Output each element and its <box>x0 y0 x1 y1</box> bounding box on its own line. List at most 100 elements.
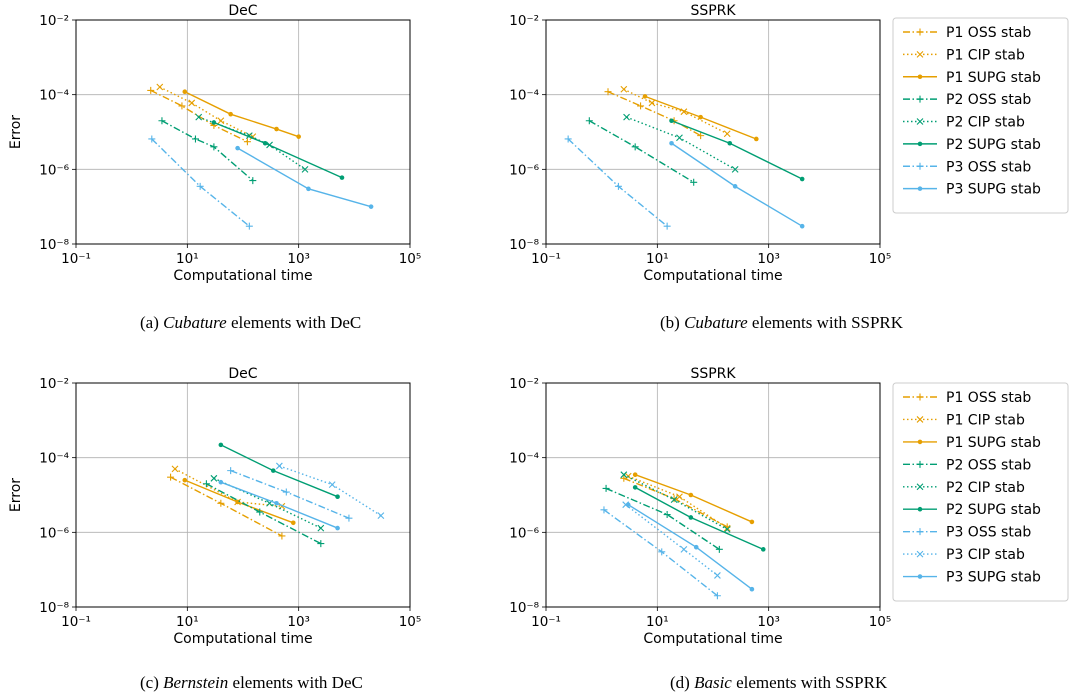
data-point <box>637 102 645 110</box>
y-tick-label: 10⁻² <box>39 376 69 392</box>
legend-marker <box>916 460 924 468</box>
series-p1-oss-stab <box>604 88 705 140</box>
series-line <box>627 475 728 529</box>
legend-label: P1 SUPG stab <box>946 435 1041 451</box>
y-tick-label: 10⁻⁸ <box>509 237 539 253</box>
series-line <box>174 468 282 507</box>
series-p2-cip-stab <box>620 471 731 533</box>
data-point <box>714 572 721 579</box>
x-tick-label: 10⁵ <box>869 251 892 267</box>
data-point <box>676 493 683 501</box>
y-tick-label: 10⁻² <box>509 13 539 29</box>
legend-label: P2 CIP stab <box>946 115 1025 131</box>
y-tick-label: 10⁻⁶ <box>509 525 539 541</box>
legend-entry: P3 OSS stab <box>903 159 1031 175</box>
x-tick-label: 10⁻¹ <box>531 251 561 267</box>
x-tick-label: 10⁵ <box>399 614 422 630</box>
legend-label: P1 SUPG stab <box>946 70 1041 86</box>
data-point <box>697 132 705 140</box>
legend-label: P2 CIP stab <box>946 480 1025 496</box>
data-point <box>275 462 283 470</box>
data-point <box>218 442 224 448</box>
data-point <box>585 117 593 125</box>
y-tick-label: 10⁻⁸ <box>39 237 69 253</box>
legend-label: P3 SUPG stab <box>946 570 1041 586</box>
data-point <box>328 481 336 488</box>
legend-label: P2 SUPG stab <box>946 502 1041 518</box>
series-line <box>603 509 718 597</box>
legend-marker <box>916 393 924 401</box>
data-point <box>228 111 233 117</box>
series-line <box>159 86 254 138</box>
data-point <box>377 512 385 520</box>
series-line <box>588 120 695 183</box>
legend-entry: P1 SUPG stab <box>903 70 1041 86</box>
series-p1-supg-stab <box>632 472 755 525</box>
data-point <box>632 472 638 477</box>
y-tick-label: 10⁻⁶ <box>39 162 69 178</box>
y-tick-label: 10⁻⁴ <box>509 88 539 104</box>
data-point <box>156 83 164 91</box>
series-line <box>605 487 720 550</box>
legend-marker <box>917 439 923 445</box>
x-axis-label: Computational time <box>173 631 312 647</box>
x-tick-label: 10¹ <box>176 251 199 267</box>
data-point <box>218 479 224 485</box>
data-point <box>317 540 325 548</box>
y-tick-label: 10⁻⁴ <box>39 88 69 104</box>
legend-marker <box>916 550 924 558</box>
x-tick-label: 10⁻¹ <box>61 251 91 267</box>
data-point <box>799 176 805 182</box>
caption-b: (b) Cubature elements with SSPRK <box>660 313 903 333</box>
series-p2-oss-stab <box>158 117 257 185</box>
series-line <box>184 91 299 138</box>
data-point <box>731 165 739 173</box>
series-p2-supg-stab <box>632 485 766 552</box>
series-line <box>607 91 701 137</box>
data-point <box>564 135 572 143</box>
x-tick-label: 10³ <box>287 614 310 630</box>
y-tick-label: 10⁻⁶ <box>39 525 69 541</box>
data-point <box>245 222 253 230</box>
legend-frame <box>892 382 1069 602</box>
series-p3-cip-stab <box>622 501 721 579</box>
data-point <box>196 182 204 190</box>
caption-a-emph: Cubature <box>163 313 227 332</box>
data-point <box>620 85 628 93</box>
data-point <box>167 473 175 481</box>
x-tick-label: 10³ <box>757 251 780 267</box>
plot-frame <box>75 382 411 608</box>
legend-label: P3 CIP stab <box>946 547 1025 563</box>
data-point <box>270 468 276 473</box>
data-point <box>191 135 199 143</box>
data-point <box>148 135 156 143</box>
data-point <box>658 548 666 556</box>
series-p1-supg-stab <box>182 477 296 526</box>
legend-label: P3 SUPG stab <box>946 182 1041 198</box>
x-tick-label: 10³ <box>757 614 780 630</box>
x-tick-label: 10⁵ <box>399 251 422 267</box>
data-point <box>663 222 671 230</box>
series-p3-supg-stab <box>235 145 374 209</box>
data-point <box>147 86 155 94</box>
series-p1-supg-stab <box>182 89 301 139</box>
data-point <box>690 178 698 186</box>
series-p3-supg-stab <box>625 502 755 592</box>
plot-frame <box>545 19 881 245</box>
data-point <box>195 113 203 121</box>
series-line <box>625 504 718 577</box>
data-point <box>648 99 656 107</box>
y-tick-label: 10⁻⁸ <box>39 600 69 616</box>
legend-entry: P2 OSS stab <box>903 457 1031 473</box>
data-point <box>688 492 694 498</box>
legend-label: P1 OSS stab <box>946 25 1031 41</box>
chart-panel-0: 10⁻¹ 10¹ 10³ 10⁵ 10⁻² 10⁻⁴ 10⁻⁶ 10⁻⁸ DeC Computat… <box>8 3 421 284</box>
caption-c: (c) Bernstein elements with DeC <box>140 673 363 693</box>
legend-marker <box>916 28 924 36</box>
series-p2-oss-stab <box>602 484 723 553</box>
series-p3-oss-stab <box>564 135 671 230</box>
chart-panel-1: 10⁻¹ 10¹ 10³ 10⁵ 10⁻² 10⁻⁴ 10⁻⁶ 10⁻⁸ SSPRK Comput… <box>509 3 891 284</box>
legend-entry: P1 CIP stab <box>903 412 1025 428</box>
data-point <box>749 519 755 525</box>
